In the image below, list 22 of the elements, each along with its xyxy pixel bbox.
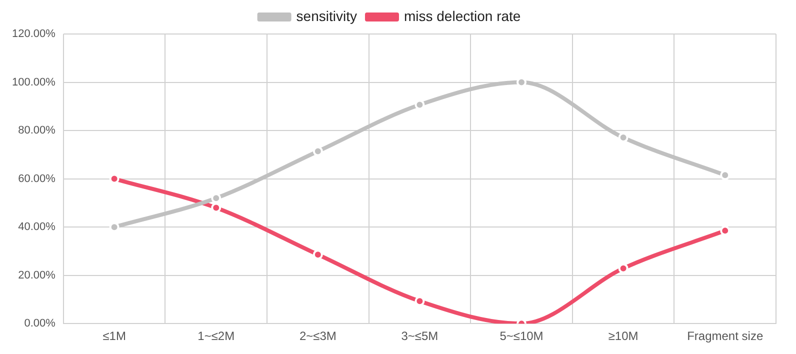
x-tick-label: 1~≤2M — [198, 329, 235, 344]
y-tick-label: 120.00% — [12, 28, 56, 40]
point — [618, 263, 628, 274]
point — [720, 170, 730, 180]
x-tick-label: ≥10M — [608, 329, 638, 344]
point — [618, 132, 628, 143]
y-tick-label: 80.00% — [18, 124, 56, 137]
point — [312, 250, 323, 260]
y-tick-label: 100.00% — [12, 76, 56, 88]
point — [211, 202, 222, 213]
y-tick-label: 40.00% — [18, 221, 56, 234]
y-tick-label: 60.00% — [18, 172, 56, 185]
x-tick-label: ≤1M — [102, 329, 126, 344]
x-tick-label: 3~≤5M — [401, 329, 438, 344]
legend-label: sensitivity — [296, 8, 357, 24]
point — [312, 146, 323, 156]
x-tick-label: 2~≤3M — [299, 329, 336, 344]
y-tick-label: 20.00% — [18, 269, 56, 282]
x-tick-label: 5~≤10M — [500, 329, 544, 344]
legend-label: miss delection rate — [404, 8, 521, 24]
y-tick-label: 0.00% — [24, 318, 56, 330]
x-tick-label: Fragment size — [687, 329, 764, 344]
